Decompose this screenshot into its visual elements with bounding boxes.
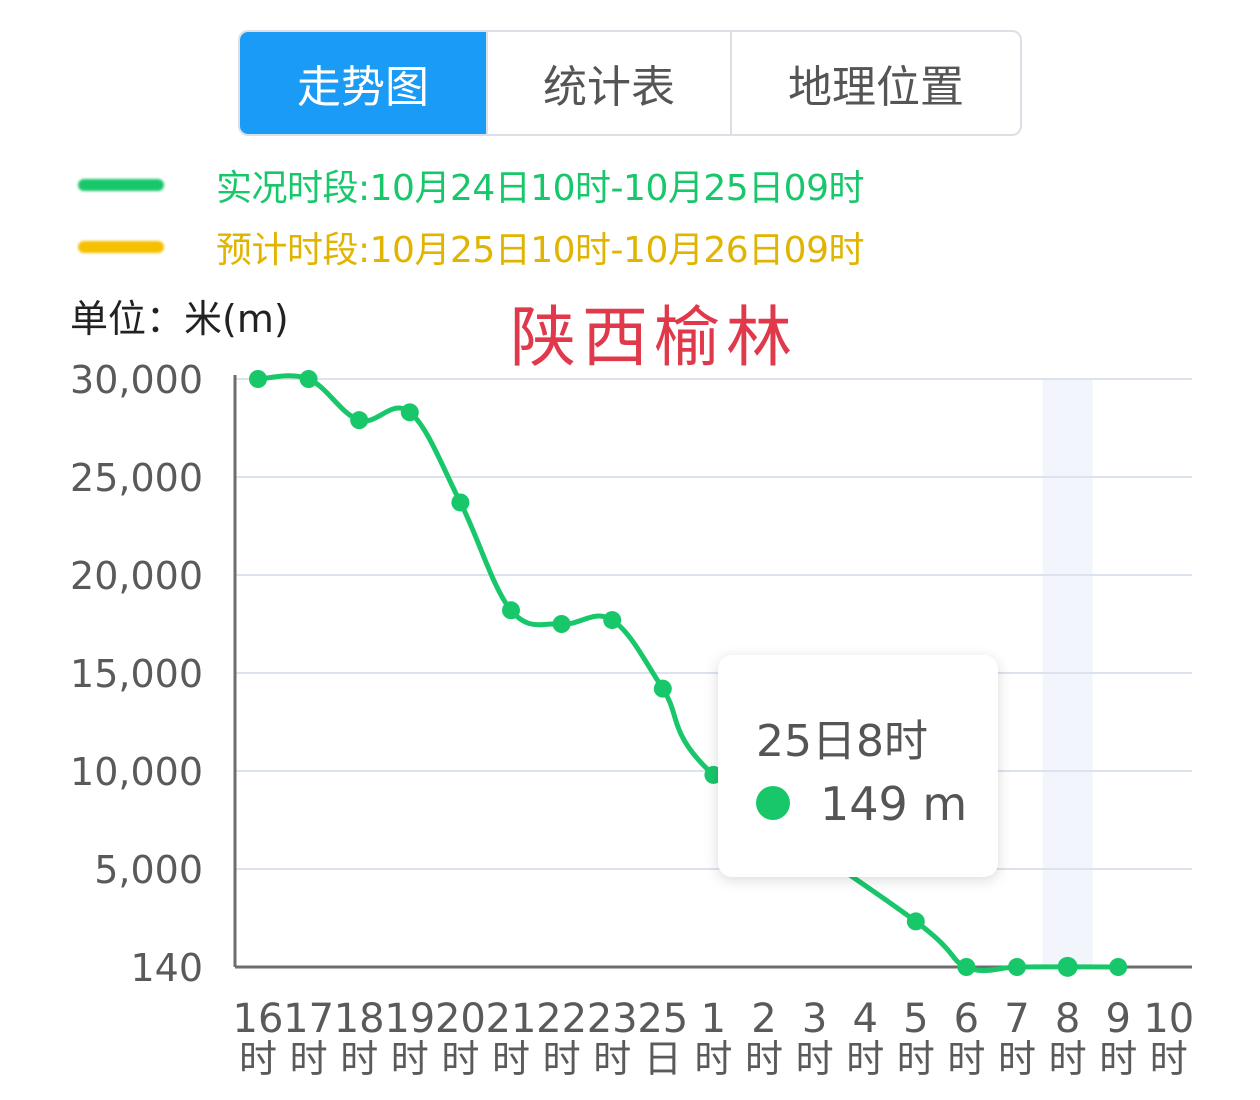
data-point [957, 958, 976, 976]
data-point [1109, 958, 1128, 976]
x-tick-label-unit: 时 [492, 1037, 530, 1081]
x-tick-label: 8 [1055, 996, 1080, 1042]
data-point [603, 611, 622, 630]
data-point [451, 493, 470, 512]
unit-label: 单位：米(m) [70, 297, 289, 341]
x-tick-label: 17 [283, 996, 334, 1042]
legend-forecast-label: 预计时段:10月25日10时-10月26日09时 [216, 230, 864, 271]
tooltip-time: 25日8时 [756, 716, 928, 767]
x-tick-label-unit: 时 [998, 1037, 1036, 1081]
tab-bar: 走势图 统计表 地理位置 [238, 30, 1022, 136]
y-tick-label: 10,000 [70, 750, 203, 794]
data-point [400, 403, 419, 422]
x-tick-label-unit: 时 [1150, 1037, 1188, 1081]
tab-statistics-table[interactable]: 统计表 [486, 32, 730, 134]
x-tick-label-unit: 日 [644, 1037, 682, 1081]
legend-observed-swatch [78, 179, 164, 191]
x-tick-label-unit: 时 [290, 1037, 328, 1081]
x-tick-label: 9 [1105, 996, 1130, 1042]
data-point [653, 679, 672, 698]
data-point [350, 411, 369, 430]
x-tick-label-unit: 时 [796, 1037, 834, 1081]
x-tick-label-unit: 时 [694, 1037, 732, 1081]
x-tick-label: 16 [233, 996, 284, 1042]
x-tick-label-unit: 时 [947, 1037, 985, 1081]
x-tick-label: 2 [751, 996, 776, 1042]
data-point [299, 370, 318, 388]
tab-trend-chart[interactable]: 走势图 [240, 32, 486, 134]
legend-forecast: 预计时段:10月25日10时-10月26日09时 [78, 222, 864, 272]
x-tick-label-unit: 时 [1099, 1037, 1137, 1081]
x-tick-label: 7 [1004, 996, 1029, 1042]
x-tick-label: 18 [334, 996, 385, 1042]
legend-forecast-swatch [78, 241, 164, 253]
x-tick-label-unit: 时 [897, 1037, 935, 1081]
x-tick-label: 21 [486, 996, 537, 1042]
y-tick-label: 5,000 [94, 848, 203, 892]
x-tick-label: 22 [536, 996, 587, 1042]
x-tick-label: 19 [384, 996, 435, 1042]
x-tick-label: 3 [802, 996, 827, 1042]
data-point [552, 615, 571, 633]
x-tick-label: 23 [587, 996, 638, 1042]
x-tick-label-unit: 时 [239, 1037, 277, 1081]
x-tick-label: 1 [701, 996, 726, 1042]
x-tick-label: 25 [637, 996, 688, 1042]
tab-geo-location[interactable]: 地理位置 [730, 32, 1020, 134]
x-tick-label: 6 [954, 996, 979, 1042]
x-tick-label-unit: 时 [593, 1037, 631, 1081]
data-point [249, 370, 267, 388]
data-point [906, 912, 925, 931]
data-point [502, 601, 520, 620]
tooltip-series-dot [756, 786, 790, 820]
x-tick-label-unit: 时 [391, 1037, 429, 1081]
x-tick-label: 20 [435, 996, 486, 1042]
y-tick-label: 20,000 [70, 554, 203, 598]
x-tick-label: 10 [1143, 996, 1194, 1042]
x-tick-label-unit: 时 [1049, 1037, 1087, 1081]
x-tick-label-unit: 时 [543, 1037, 581, 1081]
x-tick-label: 5 [903, 996, 928, 1042]
tooltip-value: 149 m [820, 777, 968, 831]
data-point [704, 765, 723, 784]
x-tick-label-unit: 时 [745, 1037, 783, 1081]
legend-observed: 实况时段:10月24日10时-10月25日09时 [78, 160, 864, 210]
x-tick-label-unit: 时 [340, 1037, 378, 1081]
y-tick-label: 15,000 [70, 652, 203, 696]
tooltip: 25日8时 149 m [718, 655, 998, 877]
y-tick-label: 25,000 [70, 456, 203, 500]
x-tick-label-unit: 时 [846, 1037, 884, 1081]
y-tick-label: 140 [130, 946, 203, 990]
location-title: 陕西榆林 [510, 299, 798, 376]
data-point [1057, 956, 1078, 977]
y-tick-label: 30,000 [70, 358, 203, 402]
data-point [1008, 958, 1026, 976]
legend-observed-label: 实况时段:10月24日10时-10月25日09时 [216, 168, 864, 209]
x-tick-label-unit: 时 [441, 1037, 479, 1081]
series-line [255, 373, 1121, 974]
x-tick-label: 4 [852, 996, 877, 1042]
